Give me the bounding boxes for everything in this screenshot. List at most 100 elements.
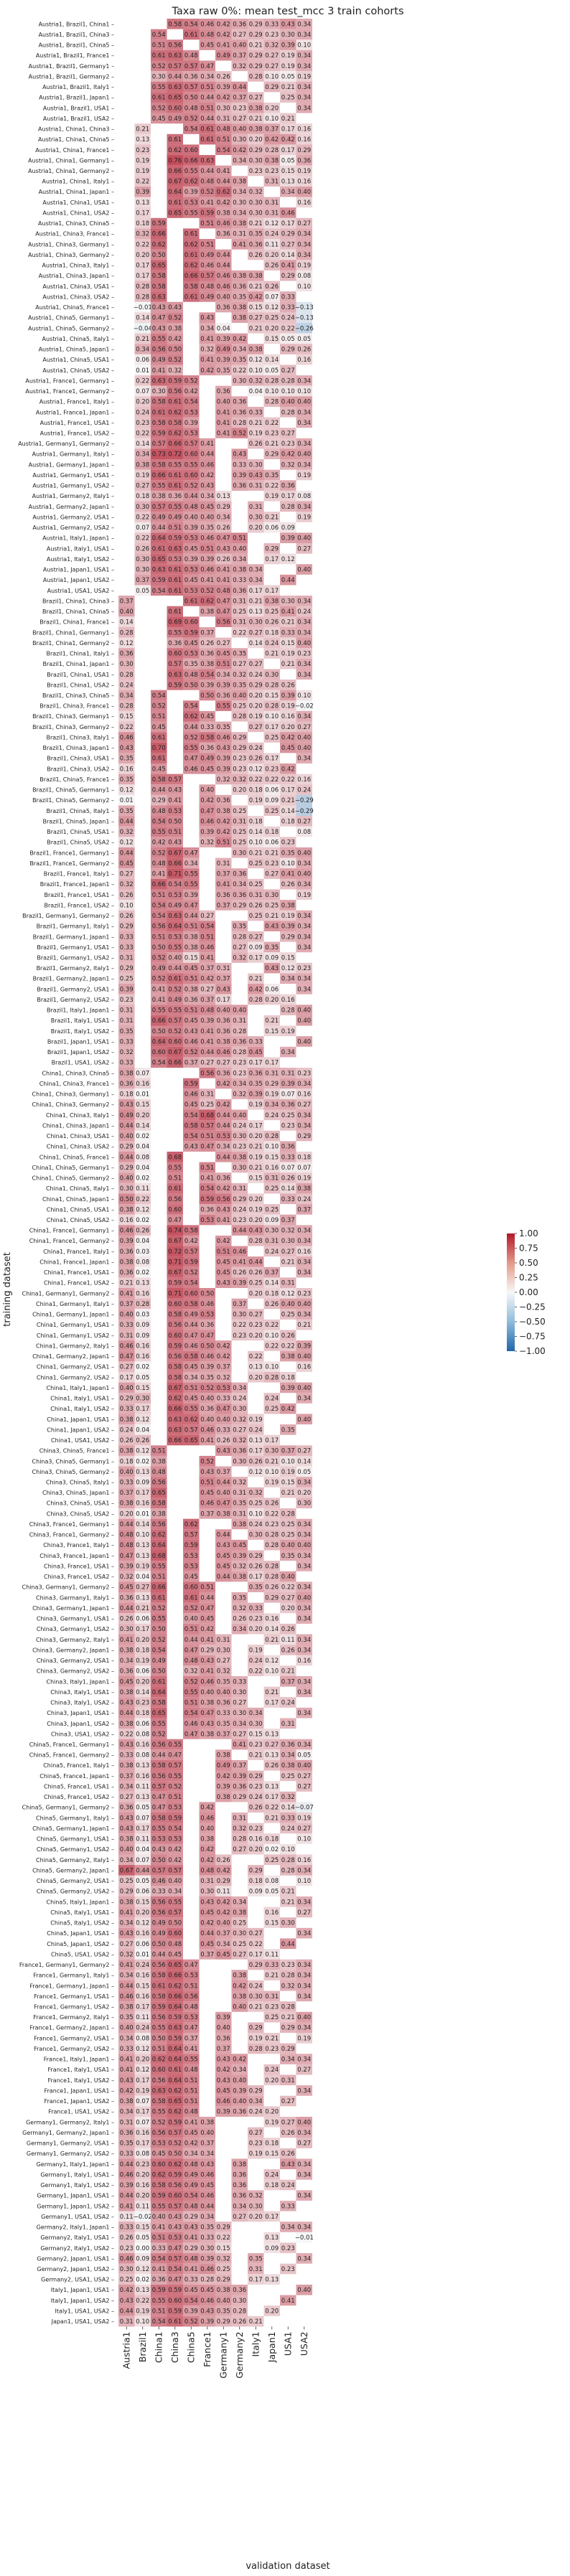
cell-value-label: 0.16 — [136, 1500, 149, 1508]
heatmap-cell — [167, 197, 183, 208]
cell-value-label: 0.36 — [297, 157, 311, 164]
cell-value-label: 0.22 — [265, 1322, 279, 1329]
cell-value-label: 0.21 — [136, 1605, 149, 1612]
cell-value-label: 0.60 — [152, 2067, 166, 2074]
cell-value-label: 0.48 — [184, 2161, 198, 2168]
row-label: China1, China3, USA2 – — [47, 1144, 114, 1150]
cell-value-label: 0.31 — [265, 1070, 279, 1077]
cell-value-label: 0.66 — [152, 472, 166, 479]
cell-value-label: 0.28 — [265, 682, 279, 689]
cell-value-label: 0.58 — [168, 1312, 182, 1319]
cell-value-label: 0.60 — [184, 147, 198, 154]
cell-value-label: 0.44 — [120, 2308, 134, 2315]
cell-value-label: 0.42 — [200, 1857, 214, 1864]
cell-value-label: 0.56 — [152, 347, 166, 354]
cell-value-label: 0.65 — [152, 556, 166, 563]
row-label: China1, China3, Germany2 – — [32, 1101, 114, 1108]
cell-value-label: 0.15 — [281, 1479, 295, 1486]
cell-value-label: 0.47 — [184, 1962, 198, 1969]
cell-value-label: 0.18 — [265, 629, 279, 636]
cell-value-label: 0.54 — [184, 399, 198, 406]
cell-value-label: 0.08 — [136, 1731, 149, 1738]
cell-value-label: 0.47 — [168, 2277, 182, 2284]
cell-value-label: 0.10 — [297, 283, 311, 291]
cell-value-label: 0.15 — [249, 1731, 263, 1738]
cell-value-label: 0.40 — [217, 2298, 230, 2305]
cell-value-label: 0.14 — [249, 829, 263, 836]
cell-value-label: 0.43 — [265, 923, 279, 931]
row-label: China5, France1, USA2 – — [44, 1794, 114, 1800]
cell-value-label: 0.64 — [168, 2046, 182, 2053]
cell-value-label: 0.40 — [297, 1038, 311, 1045]
cell-value-label: 0.38 — [136, 461, 149, 469]
cell-value-label: 0.39 — [233, 1280, 246, 1287]
cell-value-label: 0.67 — [168, 1269, 182, 1277]
heatmap-cell — [231, 113, 248, 124]
cell-value-label: 0.61 — [168, 577, 182, 584]
row-label: Brazil1, Germany2, Japan1 – — [33, 976, 114, 982]
cell-value-label: 0.63 — [168, 913, 182, 920]
cell-value-label: 0.20 — [265, 105, 279, 112]
cell-value-label: 0.35 — [249, 1584, 263, 1592]
cell-value-label: 0.06 — [136, 1616, 149, 1623]
column-label: France1 — [202, 2331, 212, 2367]
heatmap-cell — [134, 197, 151, 208]
cell-value-label: 0.26 — [249, 756, 263, 763]
cell-value-label: 0.48 — [184, 2255, 198, 2262]
cell-value-label: 0.16 — [120, 1217, 134, 1224]
heatmap-cell — [151, 81, 167, 93]
cell-value-label: 0.54 — [184, 1112, 198, 1119]
cell-value-label: 0.62 — [184, 241, 198, 248]
cell-value-label: 0.38 — [120, 1259, 134, 1266]
cell-value-label: 0.29 — [120, 1889, 134, 1896]
heatmap-cell — [167, 155, 183, 166]
cell-value-label: 0.47 — [200, 1332, 214, 1340]
cell-value-label: 0.61 — [152, 52, 166, 60]
cell-value-label: 0.26 — [265, 1301, 279, 1308]
cell-value-label: 0.36 — [184, 73, 198, 80]
cell-value-label: 0.34 — [297, 105, 311, 112]
cell-value-label: 0.51 — [184, 1385, 198, 1392]
cell-value-label: 0.40 — [297, 1017, 311, 1025]
cell-value-label: 0.39 — [120, 2182, 134, 2189]
cell-value-label: 0.27 — [249, 2130, 263, 2137]
heatmap-cell — [248, 217, 264, 229]
cell-value-label: 0.31 — [120, 2318, 134, 2326]
heatmap-cell — [215, 81, 232, 93]
cell-value-label: 0.62 — [184, 263, 198, 270]
heatmap-cell — [183, 19, 200, 29]
cell-value-label: 0.34 — [297, 1710, 311, 1717]
cell-value-label: 0.31 — [265, 179, 279, 186]
heatmap-cell — [263, 81, 280, 93]
row-label: China1, Germany1, Japan1 – — [32, 1312, 114, 1318]
cell-value-label: 0.26 — [281, 881, 295, 888]
cell-value-label: 0.38 — [281, 1353, 295, 1360]
cell-value-label: 0.34 — [297, 95, 311, 102]
cell-value-label: 0.07 — [136, 388, 149, 395]
column-label: Brazil1 — [137, 2331, 148, 2362]
cell-value-label: 0.66 — [152, 1017, 166, 1025]
row-label: China3, China5, Germany1 – — [32, 1458, 114, 1465]
cell-value-label: 0.65 — [152, 1490, 166, 1497]
row-label: China3, France1, Japan1 – — [39, 1553, 114, 1559]
cell-value-label: 0.33 — [265, 1962, 279, 1969]
cell-value-label: 0.11 — [136, 1836, 149, 1843]
heatmap-cell — [151, 92, 167, 103]
cell-value-label: 0.37 — [200, 997, 214, 1004]
cell-value-label: 0.31 — [281, 1721, 295, 1728]
cell-value-label: 0.18 — [297, 1154, 311, 1161]
cell-value-label: 0.34 — [297, 2224, 311, 2232]
row-label: Brazil1, China1, China3 – — [42, 598, 114, 604]
cell-value-label: 0.49 — [168, 902, 182, 909]
cell-value-label: 0.21 — [249, 1144, 263, 1151]
cell-value-label: 0.13 — [265, 1752, 279, 1759]
cell-value-label: 0.38 — [297, 1185, 311, 1193]
cell-value-label: 0.39 — [217, 336, 230, 343]
cell-value-label: 0.49 — [184, 1312, 198, 1319]
cell-value-label: 0.45 — [168, 1951, 182, 1958]
cell-value-label: 0.39 — [233, 1553, 246, 1560]
row-label: Austria1, Italy1, USA1 – — [47, 545, 114, 552]
cell-value-label: 0.35 — [217, 367, 230, 375]
cell-value-label: 0.52 — [168, 357, 182, 364]
cell-value-label: 0.28 — [265, 1532, 279, 1539]
